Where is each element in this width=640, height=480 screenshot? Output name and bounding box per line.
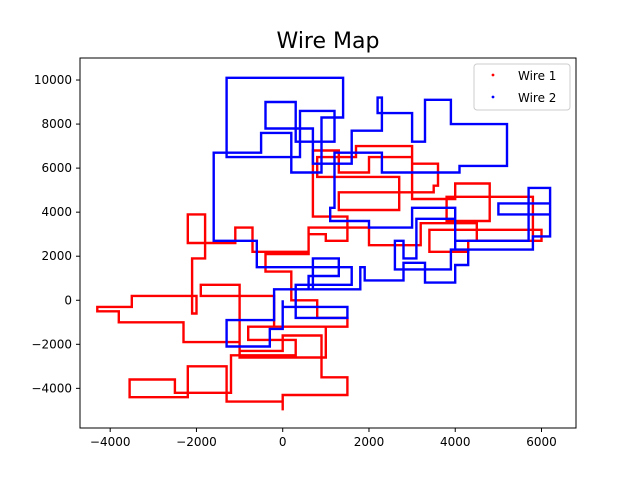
y-tick-label: 4000 (41, 205, 72, 219)
x-tick-label: 0 (279, 435, 287, 449)
series-line-wire-1 (96, 144, 543, 411)
y-tick-label: 0 (64, 293, 72, 307)
legend-frame (473, 63, 571, 111)
series-layer (96, 76, 552, 411)
x-tick-label: 6000 (526, 435, 557, 449)
legend-label-wire-1: Wire 1 (518, 69, 556, 83)
y-tick-label: 10000 (34, 73, 72, 87)
y-tick-label: 2000 (41, 249, 72, 263)
x-tick-label: −4000 (90, 435, 131, 449)
plot-frame (79, 57, 577, 429)
x-axis: −4000 −2000 0 2000 4000 6000 (90, 428, 557, 449)
y-tick-label: 8000 (41, 117, 72, 131)
y-tick-label: −4000 (31, 381, 72, 395)
y-tick-label: 6000 (41, 161, 72, 175)
plot-area (80, 58, 576, 428)
legend-marker-wire-2 (491, 95, 495, 99)
x-tick-label: −2000 (176, 435, 217, 449)
legend: Wire 1 Wire 2 (473, 63, 571, 111)
x-tick-label: 4000 (440, 435, 471, 449)
legend-label-wire-2: Wire 2 (518, 91, 556, 105)
y-axis: −4000 −2000 0 2000 4000 6000 8000 10000 (31, 73, 80, 395)
series-line-wire-2 (212, 76, 552, 348)
x-tick-label: 2000 (354, 435, 385, 449)
chart-title: Wire Map (277, 29, 380, 54)
y-tick-label: −2000 (31, 337, 72, 351)
legend-marker-wire-1 (491, 73, 495, 77)
